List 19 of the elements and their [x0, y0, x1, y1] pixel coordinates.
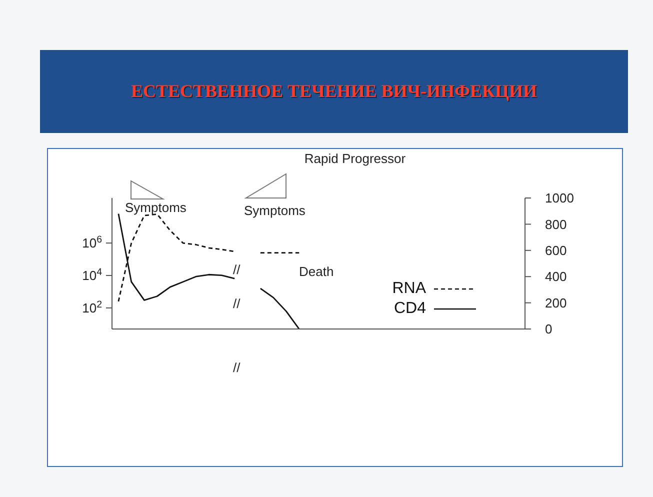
annotation: //: [233, 262, 240, 277]
legend-label: CD4: [394, 300, 426, 318]
annotation: Symptoms: [125, 200, 186, 215]
legend-label: RNA: [392, 280, 426, 298]
y2-tick-label: 400: [545, 269, 567, 284]
y2-tick-label: 200: [545, 295, 567, 310]
text: //: [233, 360, 240, 375]
y2-tick-label: 1000: [545, 190, 574, 206]
annotation: //: [233, 296, 240, 311]
annotation: Death: [299, 264, 334, 279]
y2-tick-label: 0: [545, 322, 552, 337]
y-tick-label: 10$^{2}$: [82, 298, 102, 316]
annotation: Symptoms: [244, 203, 306, 218]
y2-tick-label: 600: [545, 242, 567, 258]
chart-subtitle: Rapid Progressor: [304, 151, 406, 166]
y2-tick-label: 800: [545, 216, 567, 232]
chart-title: ЕСТЕСТВЕННОЕ ТЕЧЕНИЕ ВИЧ-ИНФЕКЦИИ: [130, 81, 537, 101]
y-tick-label: 10$^{6}$: [82, 234, 102, 251]
y-tick-label: 10$^{4}$: [82, 266, 103, 284]
